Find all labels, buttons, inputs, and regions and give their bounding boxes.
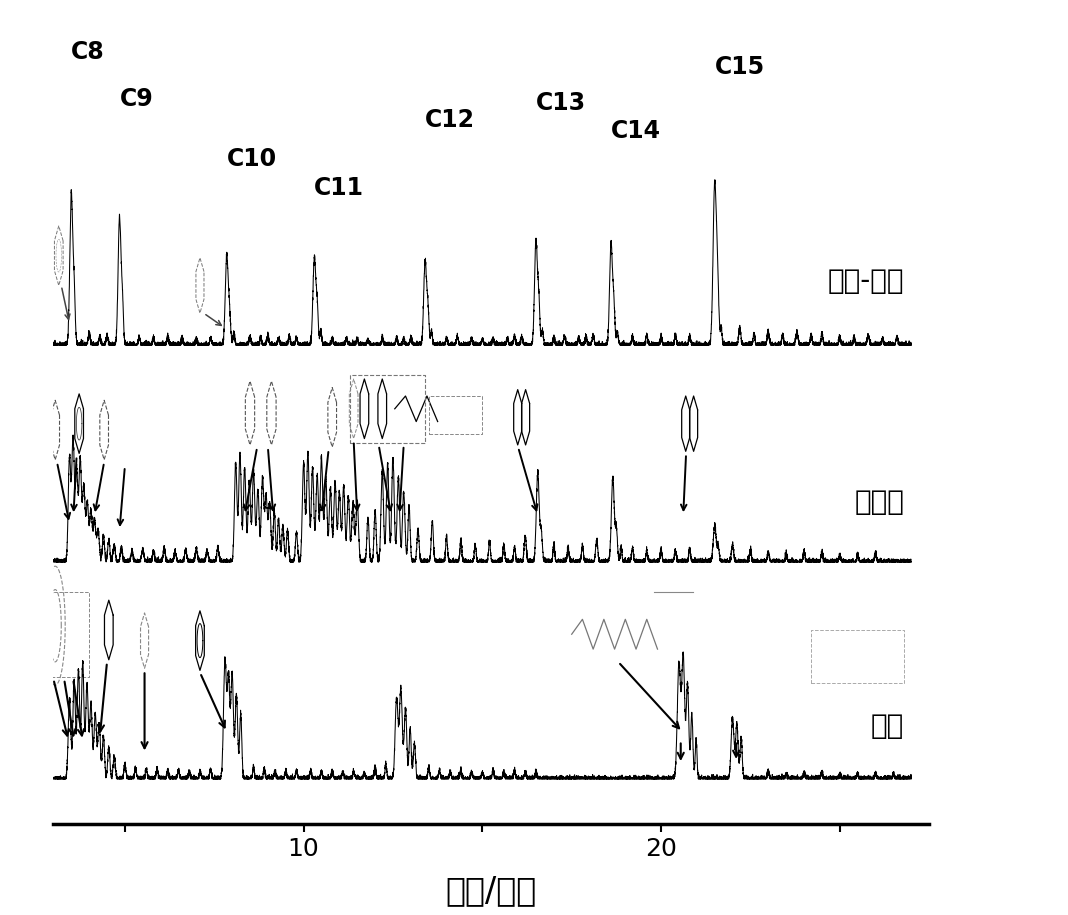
- Text: C13: C13: [536, 92, 586, 115]
- Text: C9: C9: [120, 87, 154, 111]
- Text: C15: C15: [714, 55, 765, 79]
- Text: 加氢: 加氢: [870, 712, 905, 739]
- Text: C11: C11: [314, 177, 364, 200]
- Text: C12: C12: [425, 108, 475, 133]
- Text: 裂解-蒸馏: 裂解-蒸馏: [828, 267, 905, 296]
- Text: C14: C14: [611, 119, 661, 143]
- Text: 芳构化: 芳构化: [854, 489, 905, 516]
- X-axis label: 时间/分钟: 时间/分钟: [445, 875, 537, 908]
- Text: C8: C8: [72, 40, 105, 64]
- Text: C10: C10: [226, 146, 277, 170]
